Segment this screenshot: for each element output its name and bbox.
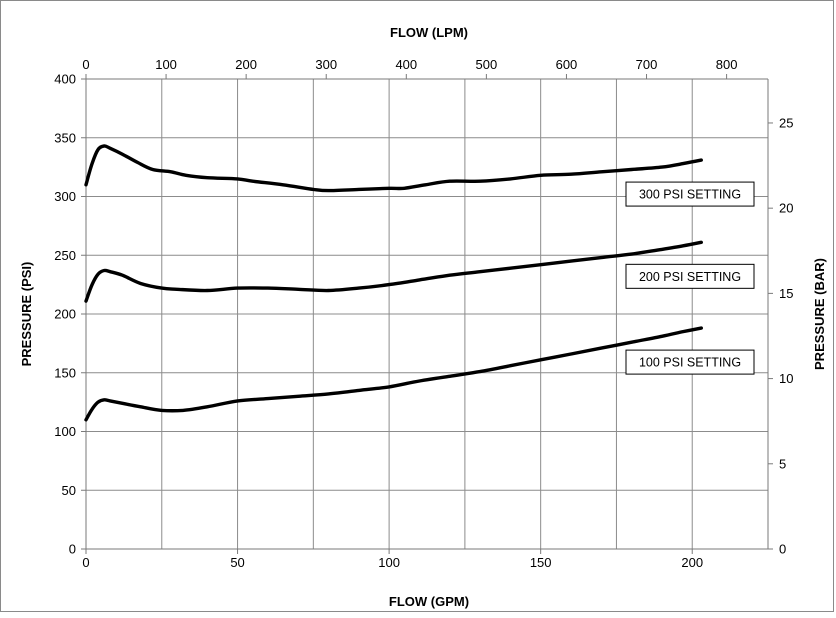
bottom-tick-label: 200 — [681, 555, 703, 570]
right-tick-label: 20 — [779, 201, 793, 216]
series-line-1 — [84, 240, 703, 303]
left-tick-label: 0 — [69, 542, 76, 557]
right-tick-label: 0 — [779, 542, 786, 557]
top-tick-label: 600 — [556, 57, 578, 72]
left-tick-label: 200 — [54, 307, 76, 322]
top-tick-label: 100 — [155, 57, 177, 72]
annotation-label: 300 PSI SETTING — [639, 188, 741, 202]
right-tick-label: 25 — [779, 115, 793, 130]
left-tick-label: 50 — [62, 483, 76, 498]
annotations: 300 PSI SETTING 200 PSI SETTING 100 PSI SE… — [625, 181, 755, 375]
series-line-0 — [84, 144, 703, 193]
grid — [86, 78, 769, 550]
top-tick-label: 700 — [636, 57, 658, 72]
left-tick-label: 250 — [54, 248, 76, 263]
bottom-tick-label: 150 — [530, 555, 552, 570]
annotation-box — [625, 349, 755, 375]
top-tick-label: 400 — [395, 57, 417, 72]
left-tick-label: 150 — [54, 365, 76, 380]
annotation-label: 200 PSI SETTING — [639, 270, 741, 284]
left-tick-label: 400 — [54, 72, 76, 87]
bottom-axis-title: FLOW (GPM) — [389, 594, 469, 609]
top-axis-title: FLOW (LPM) — [390, 25, 468, 40]
top-tick-label: 300 — [315, 57, 337, 72]
annotation-box — [625, 263, 755, 289]
top-tick-label: 0 — [82, 57, 89, 72]
bottom-tick-label: 0 — [82, 555, 89, 570]
right-tick-label: 5 — [779, 456, 786, 471]
left-tick-label: 100 — [54, 424, 76, 439]
right-axis-title: PRESSURE (BAR) — [812, 258, 827, 370]
right-tick-label: 15 — [779, 286, 793, 301]
left-axis-title: PRESSURE (PSI) — [19, 262, 34, 367]
axes — [81, 74, 773, 554]
top-tick-label: 500 — [476, 57, 498, 72]
annotation-box — [625, 181, 755, 207]
top-tick-label: 800 — [716, 57, 738, 72]
series-layer — [84, 144, 703, 422]
bottom-tick-label: 50 — [230, 555, 244, 570]
series-line-2 — [84, 326, 703, 422]
left-tick-label: 300 — [54, 189, 76, 204]
left-tick-label: 350 — [54, 130, 76, 145]
right-tick-label: 10 — [779, 371, 793, 386]
annotation-label: 100 PSI SETTING — [639, 356, 741, 370]
bottom-tick-label: 100 — [378, 555, 400, 570]
top-tick-label: 200 — [235, 57, 257, 72]
